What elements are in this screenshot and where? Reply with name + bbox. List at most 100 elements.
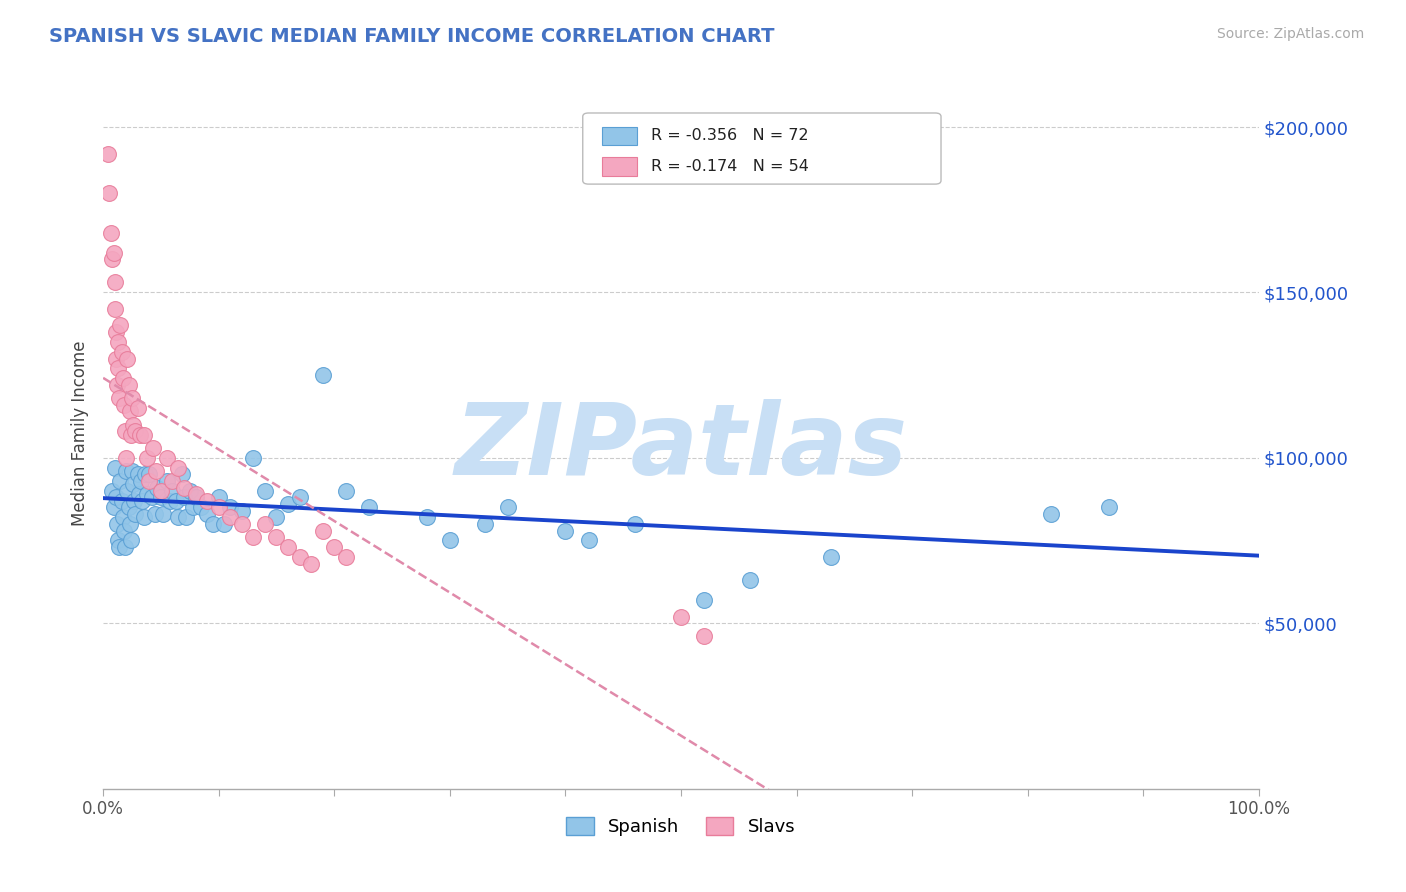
- Text: ZIPatlas: ZIPatlas: [454, 399, 907, 496]
- Point: [554, 524, 576, 538]
- Text: R = -0.356   N = 72: R = -0.356 N = 72: [651, 128, 808, 144]
- Point: [156, 450, 179, 465]
- Point: [253, 483, 276, 498]
- Point: [214, 516, 236, 531]
- Point: [117, 351, 139, 366]
- Point: [111, 371, 134, 385]
- Point: [146, 481, 169, 495]
- Point: [136, 450, 159, 465]
- Point: [127, 467, 149, 482]
- Point: [131, 493, 153, 508]
- Point: [669, 609, 692, 624]
- Point: [335, 483, 357, 498]
- Point: [149, 491, 172, 505]
- Point: [179, 483, 201, 498]
- Point: [115, 450, 138, 465]
- Point: [104, 276, 127, 290]
- Point: [820, 549, 842, 564]
- Point: [138, 474, 160, 488]
- Point: [132, 510, 155, 524]
- Point: [170, 467, 193, 482]
- Point: [107, 533, 129, 548]
- Point: [176, 510, 198, 524]
- Point: [693, 593, 716, 607]
- Point: [156, 474, 179, 488]
- Point: [97, 146, 120, 161]
- Point: [143, 507, 166, 521]
- Point: [184, 487, 207, 501]
- Point: [152, 507, 174, 521]
- Point: [111, 510, 134, 524]
- Point: [162, 474, 184, 488]
- Point: [110, 474, 132, 488]
- Point: [195, 493, 218, 508]
- Point: [173, 481, 195, 495]
- Point: [201, 516, 224, 531]
- Point: [118, 516, 141, 531]
- Point: [138, 467, 160, 482]
- Text: SPANISH VS SLAVIC MEDIAN FAMILY INCOME CORRELATION CHART: SPANISH VS SLAVIC MEDIAN FAMILY INCOME C…: [49, 27, 775, 45]
- Point: [104, 301, 127, 316]
- Point: [120, 427, 142, 442]
- Point: [103, 500, 125, 515]
- Point: [103, 245, 125, 260]
- Point: [357, 500, 380, 515]
- Point: [578, 533, 600, 548]
- Point: [149, 483, 172, 498]
- Point: [124, 507, 146, 521]
- Bar: [602, 157, 637, 176]
- Point: [190, 500, 212, 515]
- Point: [195, 507, 218, 521]
- Point: [108, 391, 131, 405]
- Point: [184, 491, 207, 505]
- Point: [115, 464, 138, 478]
- Point: [242, 450, 264, 465]
- Point: [165, 493, 187, 508]
- Point: [108, 540, 131, 554]
- Point: [120, 533, 142, 548]
- Point: [277, 540, 299, 554]
- Y-axis label: Median Family Income: Median Family Income: [72, 340, 89, 525]
- Point: [104, 491, 127, 505]
- Point: [693, 629, 716, 643]
- Point: [231, 516, 253, 531]
- Point: [219, 500, 242, 515]
- Point: [623, 516, 645, 531]
- Point: [439, 533, 461, 548]
- Point: [167, 510, 190, 524]
- Point: [121, 391, 143, 405]
- Point: [167, 460, 190, 475]
- Point: [132, 427, 155, 442]
- Point: [105, 516, 128, 531]
- Point: [122, 417, 145, 432]
- Point: [112, 524, 135, 538]
- Point: [335, 549, 357, 564]
- Point: [159, 493, 181, 508]
- Point: [104, 351, 127, 366]
- Point: [299, 557, 322, 571]
- Point: [114, 425, 136, 439]
- Point: [416, 510, 439, 524]
- Point: [173, 491, 195, 505]
- Point: [107, 334, 129, 349]
- Legend: Spanish, Slavs: Spanish, Slavs: [560, 810, 803, 844]
- Point: [129, 474, 152, 488]
- Point: [496, 500, 519, 515]
- Point: [266, 510, 288, 524]
- Point: [121, 464, 143, 478]
- Point: [107, 361, 129, 376]
- Point: [181, 500, 204, 515]
- Point: [104, 460, 127, 475]
- Text: R = -0.174   N = 54: R = -0.174 N = 54: [651, 159, 808, 174]
- Point: [111, 493, 134, 508]
- Point: [110, 318, 132, 333]
- Point: [105, 378, 128, 392]
- Point: [111, 345, 134, 359]
- Point: [288, 549, 311, 564]
- Point: [219, 510, 242, 524]
- Point: [124, 493, 146, 508]
- Point: [124, 425, 146, 439]
- Point: [1097, 500, 1119, 515]
- Point: [162, 483, 184, 498]
- Point: [122, 477, 145, 491]
